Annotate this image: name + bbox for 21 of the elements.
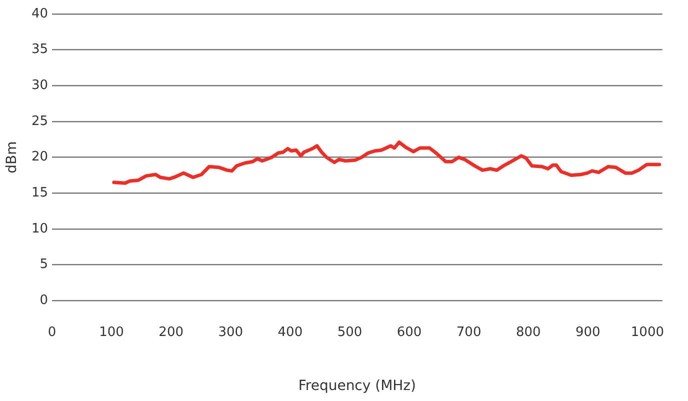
x-tick-label: 700 (456, 324, 482, 340)
x-tick-label: 100 (99, 324, 124, 340)
y-tick-label: 25 (31, 114, 48, 129)
y-tick-label: 40 (31, 6, 48, 22)
x-tick-label: 1000 (630, 324, 664, 340)
y-tick-label: 20 (31, 150, 48, 165)
x-tick-label: 900 (576, 324, 600, 340)
x-tick-label: 400 (278, 324, 303, 340)
x-axis-title: Frequency (MHz) (298, 378, 416, 394)
y-tick-label: 30 (31, 78, 48, 94)
y-tick-label: 10 (31, 221, 48, 236)
x-tick-label: 600 (396, 324, 422, 340)
y-tick-label: 15 (31, 186, 48, 200)
x-tick-label: 800 (516, 324, 541, 340)
y-tick-label: 0 (40, 292, 48, 308)
y-tick-label: 5 (40, 257, 48, 272)
x-tick-label: 200 (158, 324, 184, 340)
x-tick-label: 300 (218, 324, 244, 340)
y-tick-label: 35 (31, 42, 48, 58)
y-axis-title: dBm (4, 141, 20, 174)
x-tick-label: 500 (337, 324, 362, 340)
